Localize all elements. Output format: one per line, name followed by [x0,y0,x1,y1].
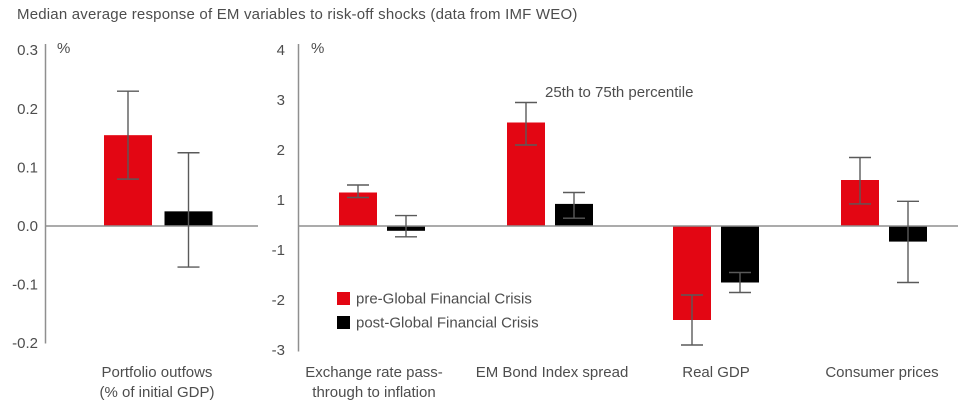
right-category-label-2: Real GDP [682,364,750,381]
legend-label-post: post-Global Financial Crisis [356,315,539,332]
right-axis-tick-label: -2 [272,292,285,309]
right-category-label-0: through to inflation [312,384,435,401]
right-axis-tick-label: -3 [272,342,285,359]
legend-swatch-post [337,316,350,329]
left-axis-tick-label: 0.1 [17,159,38,176]
right-axis-unit-label: % [311,40,324,57]
left-axis-tick-label: -0.1 [12,277,38,294]
left-axis-tick-label: 0.2 [17,101,38,118]
left-category-label: (% of initial GDP) [99,384,214,401]
legend-label-pre: pre-Global Financial Crisis [356,291,532,308]
percentile-annotation: 25th to 75th percentile [545,84,693,101]
left-axis-unit-label: % [57,40,70,57]
right-axis-tick-label: -1 [272,242,285,259]
chart-title: Median average response of EM variables … [17,6,578,23]
left-category-label: Portfolio outfows [102,364,213,381]
left-axis-tick-label: 0.3 [17,42,38,59]
right-category-label-0: Exchange rate pass- [305,364,443,381]
legend-swatch-pre [337,292,350,305]
left-axis-tick-label: 0.0 [17,218,38,235]
right-category-label-1: EM Bond Index spread [476,364,629,381]
right-axis-tick-label: 1 [277,192,285,209]
left-axis-tick-label: -0.2 [12,335,38,352]
right-axis-tick-label: 2 [277,142,285,159]
right-category-label-3: Consumer prices [825,364,938,381]
right-axis-tick-label: 3 [277,92,285,109]
right-axis-tick-label: 4 [277,42,285,59]
